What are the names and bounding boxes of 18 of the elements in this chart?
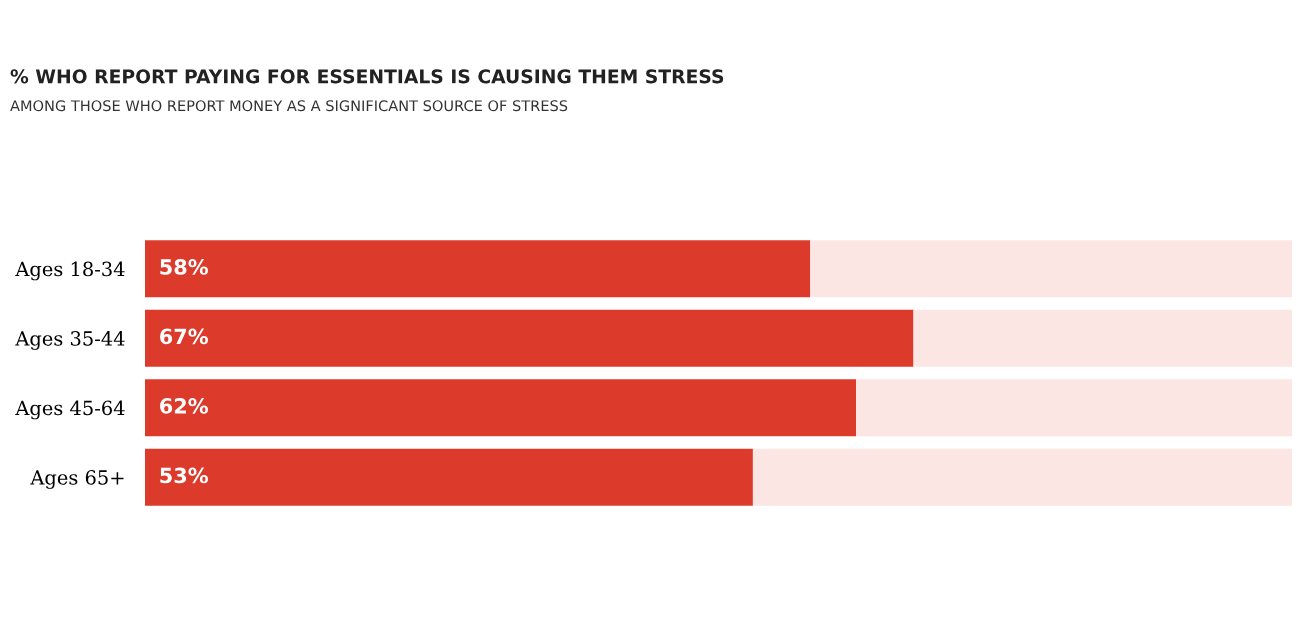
data-label: 67%	[160, 328, 208, 345]
chart-subtitle: AMONG THOSE WHO REPORT MONEY AS A SIGNIFICANT SOURCE OF STRESS	[10, 100, 568, 112]
bar	[145, 240, 811, 298]
y-tick-label: Ages 18-34	[15, 261, 125, 281]
data-label: 58%	[160, 259, 208, 275]
bar	[145, 448, 753, 506]
bar	[913, 309, 1292, 367]
bar	[145, 379, 857, 437]
data-label: 53%	[160, 467, 208, 484]
bar	[145, 309, 914, 367]
chart-title: % WHO REPORT PAYING FOR ESSENTIALS IS CAUSING THEM STRESS	[10, 69, 724, 84]
bar	[810, 240, 1292, 298]
data-label: 62%	[160, 398, 208, 414]
y-tick-label: Ages 65+	[30, 470, 124, 489]
bar	[752, 448, 1292, 506]
bar	[856, 379, 1292, 437]
y-tick-label: Ages 35-44	[15, 331, 125, 350]
y-tick-label: Ages 45-64	[15, 400, 125, 420]
